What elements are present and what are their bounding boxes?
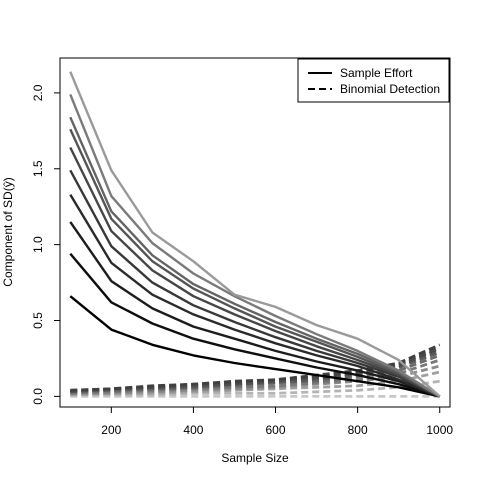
x-axis-title: Sample Size <box>221 451 289 465</box>
solid-series-3 <box>69 221 441 398</box>
series-layer <box>69 71 441 398</box>
solid-series-8 <box>69 116 441 398</box>
solid-series-10 <box>69 71 441 398</box>
y-axis-title: Component of SD(ŷ) <box>1 177 15 286</box>
y-tick-label: 2.0 <box>31 84 45 101</box>
legend: Sample Effort Binomial Detection <box>297 58 450 103</box>
dashed-series-2 <box>70 379 440 397</box>
y-tick-label: 0.5 <box>31 312 45 329</box>
legend-box <box>297 58 450 103</box>
solid-series-4 <box>69 193 441 398</box>
y-tick-label: 0.0 <box>31 388 45 405</box>
x-tick-label: 1000 <box>426 423 453 437</box>
y-tick-label: 1.0 <box>31 236 45 253</box>
axis-layer: 200 400 600 800 1000 0.0 0.5 1.0 1.5 2.0 <box>31 84 453 437</box>
x-tick-label: 800 <box>348 423 368 437</box>
x-tick-label: 600 <box>266 423 286 437</box>
x-tick-label: 200 <box>101 423 121 437</box>
y-tick-label: 1.5 <box>31 160 45 177</box>
solid-series-2 <box>69 252 441 398</box>
dashed-series-7 <box>70 351 441 394</box>
solid-series-6 <box>69 146 441 398</box>
legend-label-binomial-detection: Binomial Detection <box>340 82 440 96</box>
solid-series-5 <box>69 169 441 398</box>
solid-series-7 <box>69 128 441 398</box>
legend-label-sample-effort: Sample Effort <box>340 66 413 80</box>
solid-series-9 <box>69 93 441 398</box>
x-tick-label: 400 <box>183 423 203 437</box>
solid-series-1 <box>69 295 440 398</box>
